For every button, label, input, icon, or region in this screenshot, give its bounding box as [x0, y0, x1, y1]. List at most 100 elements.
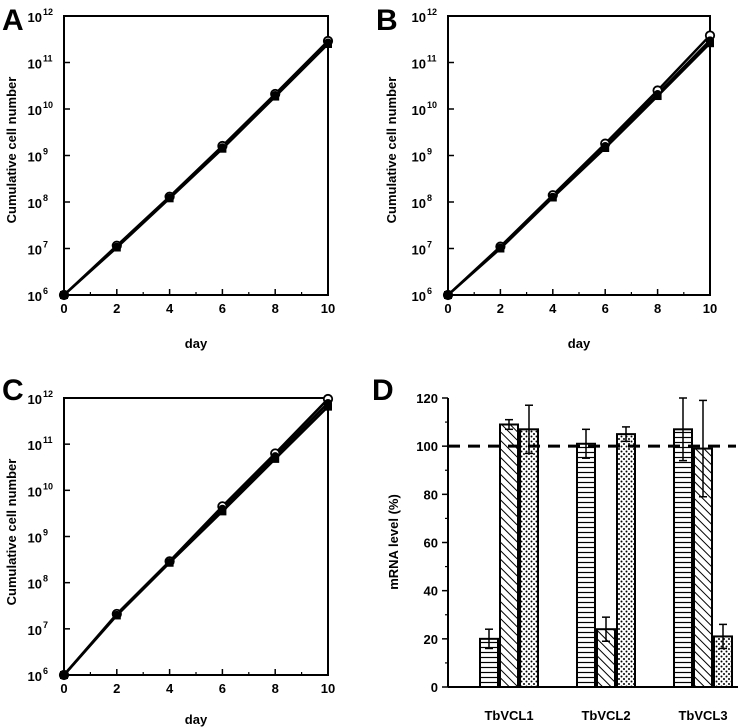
x-tick-label: 6: [602, 301, 609, 316]
x-axis-title: day: [185, 336, 208, 351]
y-tick-label: 100: [416, 439, 438, 454]
panel-letter: B: [376, 4, 398, 37]
x-tick-label: 2: [497, 301, 504, 316]
y-tick-exponent: 7: [43, 620, 48, 630]
y-tick-exponent: 12: [43, 389, 53, 399]
category-label: TbVCL3: [678, 708, 727, 723]
y-tick-exponent: 6: [43, 286, 48, 296]
y-tick-exponent: 12: [43, 7, 53, 17]
y-tick-label: 0: [431, 680, 438, 695]
y-tick-exponent: 11: [43, 54, 53, 64]
x-tick-label: 2: [113, 681, 120, 696]
series-line: [447, 34, 711, 296]
data-point: [218, 144, 227, 153]
x-tick-label: 10: [703, 301, 717, 316]
series-line: [63, 405, 329, 676]
y-tick-label: 10: [28, 484, 42, 499]
y-tick-label: 10: [28, 196, 42, 211]
y-tick-label: 10: [28, 669, 42, 684]
x-axis-title: day: [185, 712, 208, 727]
x-axis-title: day: [568, 336, 591, 351]
bar: [576, 442, 596, 688]
data-point: [271, 92, 280, 101]
x-tick-label: 8: [272, 301, 279, 316]
category-label: TbVCL2: [581, 708, 630, 723]
data-point: [324, 39, 332, 48]
plot-frame: [447, 15, 711, 296]
series-line: [63, 40, 329, 296]
y-tick-label: 10: [412, 57, 426, 72]
category-label: TbVCL1: [484, 708, 533, 723]
panel-d: D 0 20 40 60 80 100 120 mRNA level (%) TbVCL1 TbVC…: [372, 374, 738, 723]
series-line: [447, 42, 711, 296]
y-tick-label: 120: [416, 391, 438, 406]
y-tick-exponent: 8: [43, 574, 48, 584]
data-point: [601, 143, 610, 152]
y-tick-exponent: 12: [427, 7, 437, 17]
y-tick-label: 10: [412, 289, 426, 304]
y-tick-exponent: 7: [427, 240, 432, 250]
data-point: [548, 193, 557, 202]
y-tick-label: 10: [412, 243, 426, 258]
bar: [673, 428, 693, 688]
y-tick-exponent: 11: [427, 54, 437, 64]
y-tick-label: 10: [28, 243, 42, 258]
data-point: [60, 291, 68, 299]
y-tick-exponent: 8: [427, 193, 432, 203]
y-tick-label: 10: [412, 196, 426, 211]
y-tick-label: 10: [28, 577, 42, 592]
data-point: [271, 454, 280, 463]
data-point: [60, 671, 68, 679]
y-tick-exponent: 7: [43, 240, 48, 250]
y-axis-title: Cumulative cell number: [4, 459, 19, 606]
y-tick-exponent: 10: [43, 100, 53, 110]
y-tick-exponent: 9: [43, 528, 48, 538]
data-point: [706, 39, 714, 48]
y-tick-label: 10: [28, 10, 42, 25]
x-tick-label: 10: [321, 681, 335, 696]
x-tick-label: 8: [272, 681, 279, 696]
y-tick-label: 20: [424, 632, 438, 647]
panel-letter: C: [2, 374, 24, 407]
panel-letter: D: [372, 374, 394, 407]
x-tick-label: 6: [219, 681, 226, 696]
y-tick-label: 10: [28, 150, 42, 165]
x-tick-label: 2: [113, 301, 120, 316]
series-line: [63, 43, 329, 296]
x-tick-label: 8: [654, 301, 661, 316]
bar: [616, 433, 636, 688]
bar: [499, 423, 519, 688]
x-tick-label: 10: [321, 301, 335, 316]
y-tick-label: 80: [424, 487, 438, 502]
x-tick-label: 4: [166, 681, 174, 696]
data-point: [444, 291, 452, 299]
y-tick-label: 10: [28, 623, 42, 638]
y-tick-label: 10: [412, 10, 426, 25]
y-tick-label: 10: [28, 392, 42, 407]
data-point: [165, 558, 174, 567]
data-point: [324, 402, 332, 411]
x-tick-label: 4: [166, 301, 174, 316]
y-tick-exponent: 10: [43, 481, 53, 491]
y-tick-label: 10: [28, 103, 42, 118]
y-tick-label: 10: [28, 57, 42, 72]
y-tick-label: 10: [28, 531, 42, 546]
y-tick-exponent: 8: [43, 193, 48, 203]
x-tick-label: 6: [219, 301, 226, 316]
panel-letter: A: [2, 4, 24, 37]
y-tick-label: 40: [424, 584, 438, 599]
series-line: [63, 41, 329, 296]
y-tick-exponent: 6: [427, 286, 432, 296]
bar: [519, 428, 539, 688]
plot-frame: [63, 15, 329, 296]
y-tick-exponent: 10: [427, 100, 437, 110]
x-tick-label: 0: [60, 681, 67, 696]
y-axis-title: mRNA level (%): [386, 494, 401, 590]
y-tick-exponent: 11: [43, 435, 53, 445]
data-point: [218, 507, 227, 516]
data-point: [653, 92, 662, 101]
